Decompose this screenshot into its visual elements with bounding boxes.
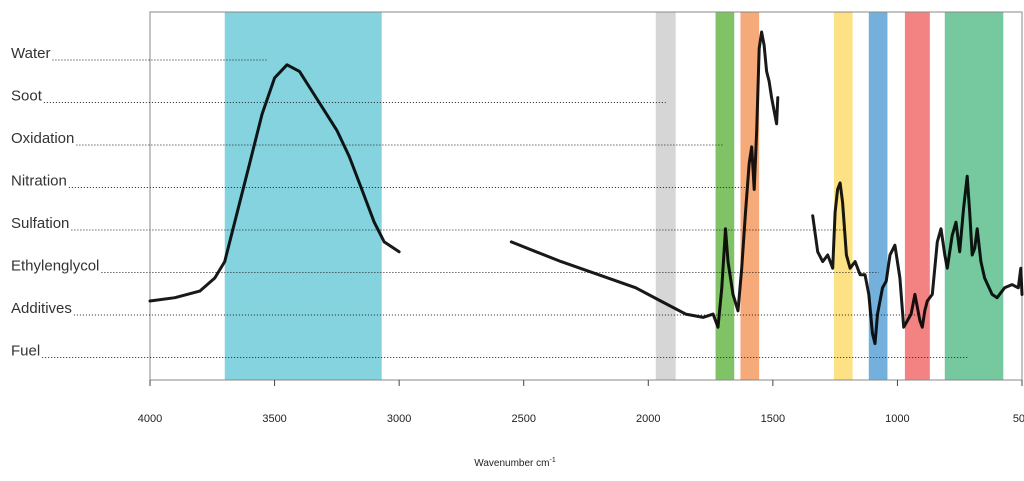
fuel-region — [944, 12, 1004, 380]
spectrum-series — [148, 30, 1024, 346]
x-axis-title-text: Wavenumber cm — [474, 458, 549, 469]
spectrum-line-segment — [811, 174, 1024, 346]
soot-region — [655, 12, 676, 380]
annotation-label: Soot — [11, 88, 43, 105]
annotation-label: Ethylenglycol — [11, 258, 99, 275]
x-tick-label: 3000 — [387, 413, 411, 425]
x-tick-label: 3500 — [262, 413, 286, 425]
x-tick-label: 1500 — [761, 413, 785, 425]
x-axis-title: Wavenumber cm-1 — [474, 457, 556, 469]
highlight-regions — [224, 12, 1004, 380]
x-axis: 4000 3500 3000 2500 2000 1500 1000 500 — [138, 380, 1024, 425]
spectrum-line-segment — [148, 63, 401, 303]
x-tick-label: 2000 — [636, 413, 660, 425]
additives-region — [904, 12, 930, 380]
nitration-region — [740, 12, 760, 380]
x-tick-label: 1000 — [885, 413, 909, 425]
spectrum-line-segment — [509, 30, 780, 329]
annotation-label: Sulfation — [11, 215, 69, 232]
x-tick-label: 500 — [1013, 413, 1024, 425]
annotation-label: Additives — [11, 300, 72, 317]
x-tick-label: 2500 — [511, 413, 535, 425]
oxidation-region — [715, 12, 735, 380]
plot-frame — [149, 11, 1023, 381]
annotation-label: Fuel — [11, 343, 40, 360]
annotation-leaders — [42, 59, 968, 358]
plot-border — [149, 11, 1023, 381]
annotation-label: Oxidation — [11, 130, 74, 147]
x-axis-title-superscript: -1 — [549, 457, 555, 464]
annotation-labels: Water Soot Oxidation Nitration Sulfation Ethy… — [11, 45, 99, 360]
water-region — [224, 12, 382, 380]
annotation-label: Nitration — [11, 173, 67, 190]
annotation-label: Water — [11, 45, 50, 62]
x-tick-label: 4000 — [138, 413, 162, 425]
